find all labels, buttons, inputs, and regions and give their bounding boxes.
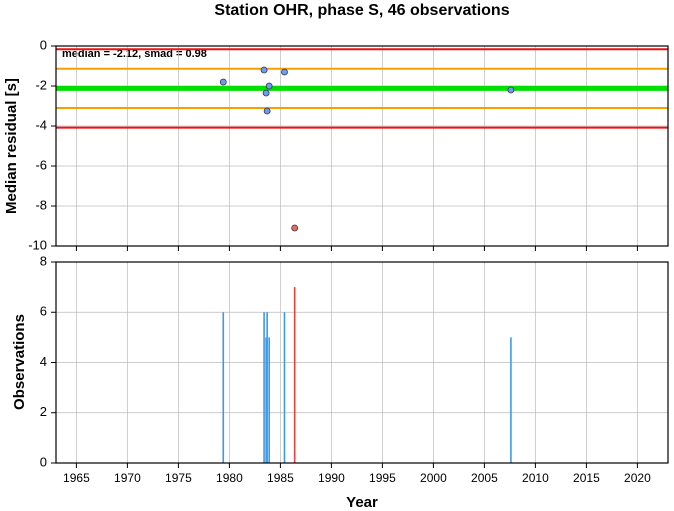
point	[265, 82, 273, 90]
plot-frame	[55, 45, 669, 247]
x-tick-label: 1965	[63, 471, 90, 485]
x-tick-label: 2015	[573, 471, 600, 485]
point	[262, 89, 270, 97]
bar	[222, 312, 225, 463]
y-tick-label: -8	[35, 197, 47, 212]
point	[263, 107, 271, 115]
x-axis-label: Year	[346, 494, 378, 511]
bar	[263, 312, 265, 463]
plot-frame	[55, 261, 669, 464]
y-tick-label: -2	[35, 77, 47, 92]
bar	[510, 337, 512, 463]
bar	[283, 312, 286, 463]
y-tick-label: -6	[35, 157, 47, 172]
y-tick-label: 0	[40, 454, 47, 469]
x-tick-label: 1985	[267, 471, 294, 485]
point	[507, 86, 515, 94]
x-tick-label: 1980	[216, 471, 243, 485]
y-tick-label: 2	[40, 404, 47, 419]
y-axis-label: Median residual [s]	[3, 78, 20, 214]
y-tick-label: 8	[40, 253, 47, 268]
y-tick-label: -4	[35, 117, 47, 132]
x-tick-label: 1990	[318, 471, 345, 485]
y-tick-label: 0	[40, 37, 47, 52]
x-tick-label: 2005	[471, 471, 498, 485]
chart-title: Station OHR, phase S, 46 observations	[214, 2, 509, 19]
bar	[268, 337, 270, 463]
annotation: median = -2.12, smad = 0.98	[62, 48, 207, 60]
x-tick-label: 2020	[624, 471, 651, 485]
y-axis-label: Observations	[11, 314, 28, 410]
x-tick-label: 1995	[369, 471, 396, 485]
bar	[293, 287, 296, 463]
x-tick-label: 1970	[114, 471, 141, 485]
point	[260, 66, 268, 74]
x-tick-label: 2010	[522, 471, 549, 485]
point	[219, 78, 227, 86]
y-tick-label: 6	[40, 304, 47, 319]
point	[291, 224, 299, 232]
x-tick-label: 1975	[165, 471, 192, 485]
x-tick-label: 2000	[420, 471, 447, 485]
bar	[265, 337, 267, 463]
y-tick-label: -10	[28, 237, 47, 252]
bar	[266, 312, 268, 463]
point	[281, 68, 288, 76]
y-tick-label: 4	[40, 354, 47, 369]
